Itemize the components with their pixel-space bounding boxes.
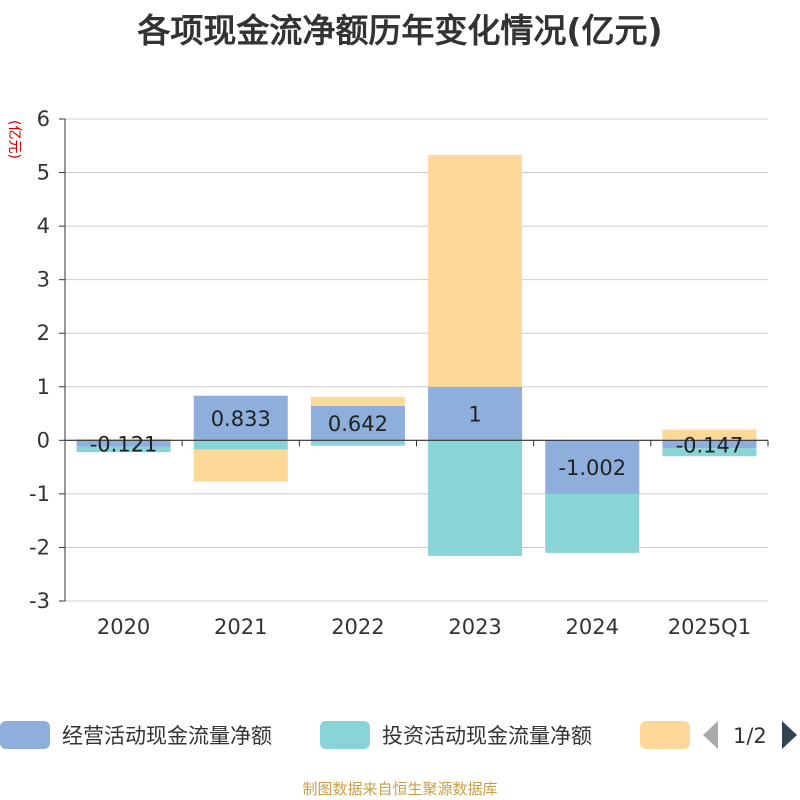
y-tick-label: 0 <box>37 428 50 452</box>
chart-title: 各项现金流净额历年变化情况(亿元) <box>137 11 663 50</box>
data-label: 1 <box>468 403 481 427</box>
legend-page-indicator: 1/2 <box>733 724 767 748</box>
y-tick-label: 2 <box>37 321 50 345</box>
bar-2-2022 <box>310 440 405 446</box>
bar-2-2021 <box>193 440 288 450</box>
bar-3-2023 <box>428 154 523 387</box>
bar-1-2022 <box>310 405 405 441</box>
y-tick-label: -2 <box>29 535 50 559</box>
legend-label-1: 经营活动现金流量净额 <box>62 724 272 748</box>
legend-swatch-2 <box>320 721 370 749</box>
x-tick-label: 2022 <box>331 615 384 639</box>
legend-label-2: 投资活动现金流量净额 <box>382 724 592 748</box>
bar-1-2021 <box>193 395 288 441</box>
y-tick-label: 5 <box>37 161 50 185</box>
data-label: -0.121 <box>90 433 158 457</box>
legend-prev-page-icon <box>703 721 718 749</box>
legend-swatch-3 <box>640 721 690 749</box>
bar-1-2023 <box>428 386 523 441</box>
y-axis-label: (亿元) <box>6 120 22 159</box>
bar-3-2020 <box>76 438 171 441</box>
legend-next-page-icon <box>782 721 797 749</box>
bar-3-2025Q1 <box>662 429 757 441</box>
data-label: 0.833 <box>211 407 271 431</box>
bar-2-2023 <box>428 440 523 557</box>
bar-1-2020 <box>76 440 171 447</box>
y-tick-label: -1 <box>29 482 50 506</box>
bar-1-2025Q1 <box>662 440 757 449</box>
y-tick-label: 4 <box>37 214 50 238</box>
legend-swatch-1 <box>0 721 50 749</box>
data-label: -1.002 <box>558 456 626 480</box>
bar-3-2022 <box>310 396 405 406</box>
y-tick-label: 3 <box>37 268 50 292</box>
data-label: -0.147 <box>676 433 744 457</box>
y-tick-label: -3 <box>29 589 50 613</box>
x-tick-label: 2021 <box>214 615 267 639</box>
bar-3-2021 <box>193 449 288 482</box>
bar-2-2020 <box>76 446 171 453</box>
bar-1-2024 <box>545 440 640 494</box>
x-tick-label: 2024 <box>566 615 619 639</box>
y-tick-label: 1 <box>37 375 50 399</box>
x-tick-label: 2025Q1 <box>668 615 751 639</box>
data-source-note: 制图数据来自恒生聚源数据库 <box>302 780 498 798</box>
data-label: 0.642 <box>328 412 388 436</box>
x-tick-label: 2023 <box>448 615 501 639</box>
bar-2-2024 <box>545 493 640 553</box>
x-tick-label: 2020 <box>97 615 150 639</box>
bar-2-2025Q1 <box>662 448 757 457</box>
y-tick-label: 6 <box>37 107 50 131</box>
